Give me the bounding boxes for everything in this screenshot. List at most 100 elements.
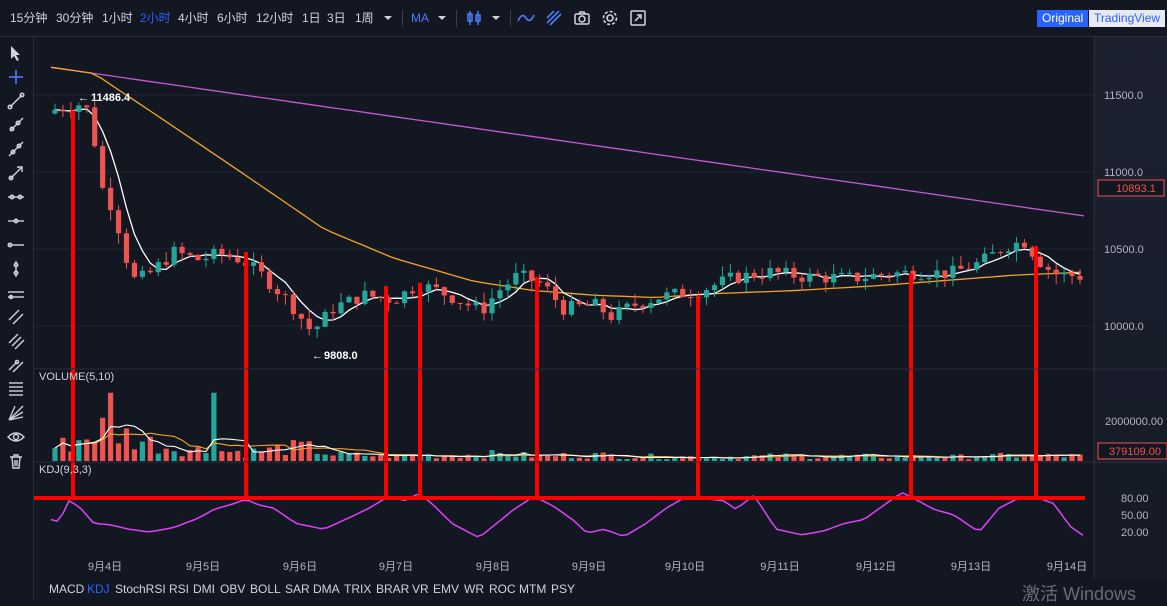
candles-icon[interactable] xyxy=(465,9,483,27)
indicator-boll[interactable]: BOLL xyxy=(250,582,281,596)
candle-body xyxy=(354,296,360,304)
candle-body xyxy=(974,262,980,270)
candle-body xyxy=(52,109,58,114)
interval-2h[interactable]: 2小时 xyxy=(140,11,171,25)
indicator-sar[interactable]: SAR xyxy=(285,582,310,596)
interval-12h[interactable]: 12小时 xyxy=(256,11,294,25)
indicator-psy[interactable]: PSY xyxy=(551,582,576,596)
indicator-stochrsi[interactable]: StochRSI xyxy=(115,582,166,596)
horizontal-ray-icon[interactable] xyxy=(7,212,25,230)
indicator-obv[interactable]: OBV xyxy=(220,582,246,596)
interval-6h[interactable]: 6小时 xyxy=(217,11,248,25)
candle-body xyxy=(624,303,630,308)
horizontal-line-icon[interactable] xyxy=(7,188,25,206)
indicator-dma[interactable]: DMA xyxy=(313,582,340,596)
camera-icon[interactable] xyxy=(573,9,591,27)
interval-3d[interactable]: 3日 xyxy=(327,11,346,25)
indicators-wave-icon[interactable] xyxy=(517,9,535,27)
indicator-roc[interactable]: ROC xyxy=(489,582,516,596)
crosshair-icon[interactable] xyxy=(7,68,25,86)
candle-body xyxy=(616,307,622,320)
pitchfork-icon[interactable] xyxy=(7,332,25,350)
extended-line-icon[interactable] xyxy=(7,140,25,158)
volume-bar xyxy=(751,455,757,461)
candle-body xyxy=(1005,251,1012,253)
fib-retracement-icon[interactable] xyxy=(7,380,25,398)
indicator-trix[interactable]: TRIX xyxy=(344,582,372,596)
price-axis-background xyxy=(1094,37,1167,579)
indicator-kdj[interactable]: KDJ xyxy=(87,582,110,596)
chevron-down-icon[interactable] xyxy=(487,9,505,27)
indicator-emv[interactable]: EMV xyxy=(433,582,460,596)
time-tick: 9月7日 xyxy=(379,561,413,573)
candle-body xyxy=(711,285,718,291)
candle-body xyxy=(330,311,336,314)
fullscreen-icon[interactable] xyxy=(629,9,647,27)
drawing-tools-icon[interactable] xyxy=(545,9,563,27)
fib-fan-icon[interactable] xyxy=(7,404,25,422)
trash-icon[interactable] xyxy=(7,452,25,470)
indicator-mtm[interactable]: MTM xyxy=(519,582,547,596)
eye-icon[interactable] xyxy=(7,428,25,446)
volume-bar xyxy=(92,442,98,461)
candle-body xyxy=(92,107,98,147)
volume-bar xyxy=(743,456,749,461)
time-tick: 9月12日 xyxy=(856,561,896,573)
indicator-ma-button[interactable]: MA xyxy=(411,11,429,25)
interval-4h[interactable]: 4小时 xyxy=(178,11,209,25)
candle-body xyxy=(966,268,972,270)
indicator-rsi[interactable]: RSI xyxy=(169,582,190,596)
indicator-wr[interactable]: WR xyxy=(464,582,484,596)
view-tradingview-button[interactable]: TradingView xyxy=(1089,10,1166,27)
indicator-vr[interactable]: VR xyxy=(412,582,429,596)
volume-bar xyxy=(306,441,312,461)
vertical-line-icon[interactable] xyxy=(7,260,25,278)
cursor-arrow-icon[interactable] xyxy=(7,44,25,62)
candle-body xyxy=(688,297,694,299)
interval-15m[interactable]: 15分钟 xyxy=(10,11,48,25)
time-tick: 9月10日 xyxy=(665,561,705,573)
volume-bar xyxy=(521,451,527,461)
trend-line-icon[interactable] xyxy=(7,92,25,110)
volume-bar xyxy=(123,428,130,461)
ray-icon[interactable] xyxy=(7,116,25,134)
gann-icon[interactable] xyxy=(7,356,25,374)
volume-bar xyxy=(878,458,884,461)
volume-bar xyxy=(386,457,392,461)
interval-30m[interactable]: 30分钟 xyxy=(56,11,94,25)
candle-body xyxy=(306,318,312,330)
arrow-line-icon[interactable] xyxy=(7,164,25,182)
time-tick: 9月5日 xyxy=(186,561,220,573)
price-line-icon[interactable] xyxy=(7,236,25,254)
candle-body xyxy=(290,294,296,315)
volume-bar xyxy=(624,459,630,461)
view-original-button[interactable]: Original xyxy=(1037,10,1089,27)
volume-bar xyxy=(314,453,320,461)
interval-1h[interactable]: 1小时 xyxy=(102,11,133,25)
gear-icon[interactable] xyxy=(601,9,619,27)
chart-area[interactable]: 11500.0 11000.0 10500.0 10000.0 10893.1 … xyxy=(34,37,1167,579)
candle-body xyxy=(107,187,114,211)
indicator-dmi[interactable]: DMI xyxy=(193,582,215,596)
indicator-macd[interactable]: MACD xyxy=(49,582,85,596)
volume-bar xyxy=(1029,454,1035,461)
indicator-brar[interactable]: BRAR xyxy=(376,582,410,596)
chevron-down-icon[interactable] xyxy=(379,9,397,27)
chevron-down-icon[interactable] xyxy=(433,9,451,27)
time-tick: 9月8日 xyxy=(476,561,510,573)
volume-bar xyxy=(131,449,138,461)
drawing-toolbar xyxy=(0,37,34,600)
candle-body xyxy=(76,105,82,112)
volume-bars xyxy=(52,392,1083,461)
volume-bar xyxy=(298,441,304,461)
candle-body xyxy=(775,268,781,273)
interval-1d[interactable]: 1日 xyxy=(302,11,321,25)
parallel-channel-icon[interactable] xyxy=(7,284,25,302)
interval-1w[interactable]: 1周 xyxy=(355,11,374,25)
volume-bar xyxy=(529,457,535,461)
volume-bar xyxy=(139,441,145,461)
time-tick: 9月11日 xyxy=(760,561,800,573)
volume-bar xyxy=(608,454,614,461)
channel-icon[interactable] xyxy=(7,308,25,326)
toolbar-divider xyxy=(456,10,457,27)
